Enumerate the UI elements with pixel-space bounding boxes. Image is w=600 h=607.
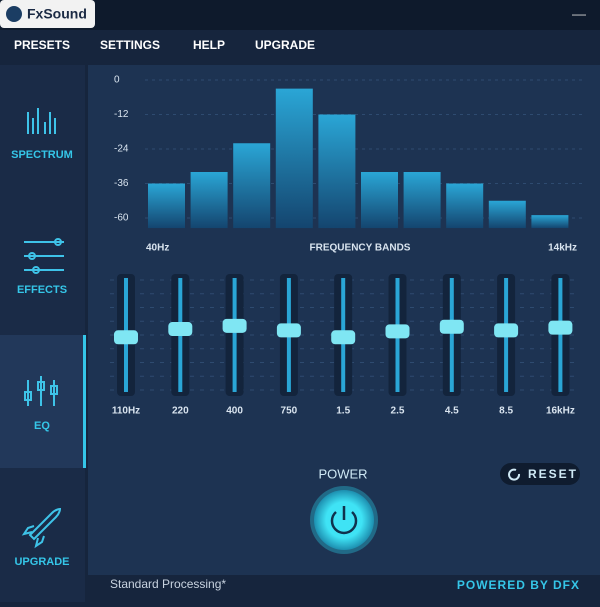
reset-icon bbox=[508, 468, 521, 481]
y-tick-label: -60 bbox=[114, 213, 129, 224]
logo-icon bbox=[6, 6, 22, 22]
status: Standard Processing* bbox=[110, 577, 226, 591]
eq-knob[interactable] bbox=[494, 323, 519, 338]
eq-fill bbox=[449, 278, 454, 392]
eq-band-label: 1.5 bbox=[336, 406, 350, 417]
eq-knob[interactable] bbox=[385, 324, 410, 339]
spectrum-bar bbox=[403, 172, 441, 229]
spectrum-bar bbox=[148, 183, 185, 229]
spectrum-bar bbox=[190, 172, 228, 229]
menu-item[interactable]: HELP bbox=[193, 38, 225, 52]
menu-item[interactable]: UPGRADE bbox=[255, 38, 315, 52]
eq-band-label: 220 bbox=[172, 406, 189, 417]
y-tick-label: -24 bbox=[114, 144, 129, 155]
x-axis-title: FREQUENCY BANDS bbox=[310, 243, 411, 254]
spectrum-bar bbox=[361, 172, 398, 229]
menu-item[interactable]: PRESETS bbox=[14, 38, 70, 52]
reset-button[interactable] bbox=[500, 463, 580, 485]
eq-band-label: 400 bbox=[226, 406, 243, 417]
x-axis-end: 14kHz bbox=[548, 243, 577, 254]
spectrum-bar bbox=[233, 143, 271, 229]
eq-fill bbox=[232, 278, 237, 392]
eq-knob[interactable] bbox=[222, 318, 247, 333]
reset-label: RESET bbox=[528, 467, 578, 481]
title-bar bbox=[0, 0, 600, 30]
spectrum-bar bbox=[275, 88, 313, 229]
y-tick-label: 0 bbox=[114, 75, 120, 86]
eq-knob[interactable] bbox=[331, 330, 356, 345]
power-icon bbox=[330, 506, 358, 535]
sidebar-item[interactable]: EFFECTS bbox=[17, 284, 67, 296]
eq-knob[interactable] bbox=[439, 319, 464, 334]
close-button[interactable]: — bbox=[572, 6, 586, 22]
sidebar bbox=[0, 65, 85, 602]
eq-band-label: 110Hz bbox=[112, 406, 140, 417]
sidebar-item[interactable]: SPECTRUM bbox=[11, 149, 73, 161]
spectrum-bar bbox=[318, 114, 356, 229]
y-tick-label: -36 bbox=[114, 178, 129, 189]
spectrum-bar bbox=[531, 215, 569, 229]
eq-knob[interactable] bbox=[276, 323, 301, 338]
x-axis-start: 40Hz bbox=[146, 243, 169, 254]
app-name: FxSound bbox=[27, 6, 87, 22]
brand: POWERED BY DFX bbox=[457, 578, 580, 592]
spectrum-bar bbox=[446, 183, 484, 229]
eq-knob[interactable] bbox=[114, 330, 138, 345]
eq-knob[interactable] bbox=[168, 322, 193, 337]
sidebar-active bbox=[0, 335, 85, 468]
logo-box bbox=[0, 0, 95, 28]
sidebar-item[interactable]: EQ bbox=[34, 420, 50, 432]
eq-band-label: 2.5 bbox=[391, 406, 405, 417]
eq-fill bbox=[558, 278, 563, 392]
y-tick-label: -12 bbox=[114, 109, 129, 120]
eq-knob[interactable] bbox=[548, 320, 573, 335]
eq-band-label: 4.5 bbox=[445, 406, 459, 417]
eq-band-label: 750 bbox=[281, 406, 298, 417]
sidebar-item[interactable]: UPGRADE bbox=[14, 556, 69, 568]
menu-item[interactable]: SETTINGS bbox=[100, 38, 160, 52]
sidebar-icons bbox=[21, 108, 64, 549]
power-label: POWER bbox=[318, 466, 367, 481]
spectrum-bar bbox=[488, 200, 526, 229]
eq-band-label: 8.5 bbox=[499, 406, 513, 417]
active-indicator bbox=[83, 335, 86, 468]
eq-band-label: 16kHz bbox=[546, 406, 575, 417]
